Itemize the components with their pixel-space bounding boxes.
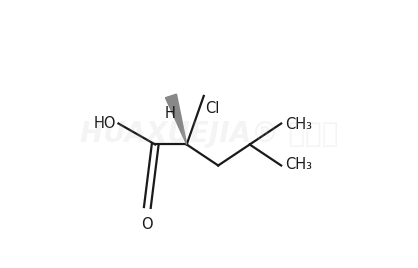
Text: CH₃: CH₃ (285, 157, 312, 172)
Text: HO: HO (93, 116, 116, 131)
Text: O: O (142, 217, 153, 232)
Polygon shape (166, 94, 187, 144)
Text: HUAXUEJIA® 化学加: HUAXUEJIA® 化学加 (80, 120, 338, 148)
Text: Cl: Cl (205, 101, 219, 116)
Text: CH₃: CH₃ (285, 117, 312, 132)
Text: H: H (164, 106, 175, 121)
